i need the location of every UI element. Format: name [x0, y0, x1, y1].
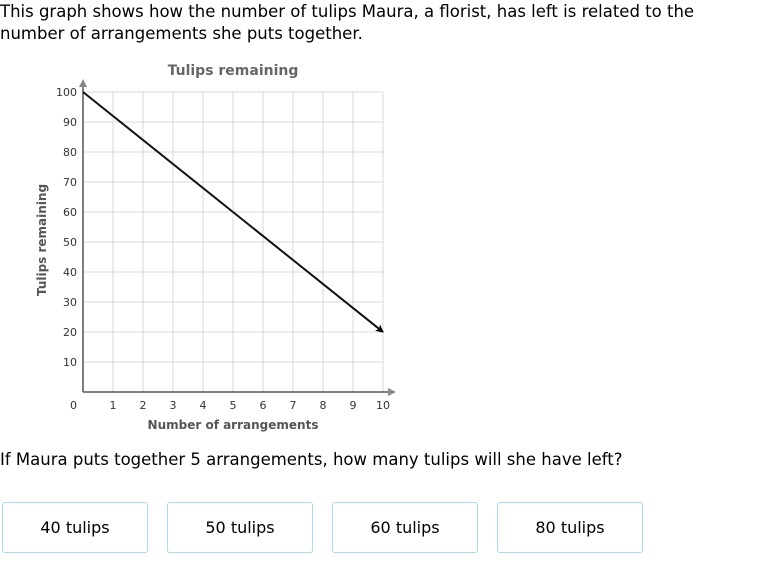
- question-text: If Maura puts together 5 arrangements, h…: [0, 450, 623, 469]
- y-axis-arrow: [79, 79, 87, 87]
- answer-choice-50[interactable]: 50 tulips: [167, 502, 313, 553]
- y-tick-label: 100: [56, 86, 77, 99]
- x-tick-label: 3: [170, 399, 177, 412]
- x-tick-label: 7: [290, 399, 297, 412]
- x-tick-label: 5: [230, 399, 237, 412]
- x-tick-label: 10: [376, 399, 390, 412]
- y-tick-label: 90: [63, 116, 77, 129]
- answer-choice-60[interactable]: 60 tulips: [332, 502, 478, 553]
- x-tick-label: 2: [140, 399, 147, 412]
- y-tick-label: 70: [63, 176, 77, 189]
- x-tick-label: 1: [110, 399, 117, 412]
- y-axis-label: Tulips remaining: [35, 184, 49, 296]
- chart-title: Tulips remaining: [168, 63, 299, 79]
- x-tick-label: 9: [350, 399, 357, 412]
- y-tick-label: 60: [63, 206, 77, 219]
- tulips-chart: 1 2 3 4 5 6 7 8 9 10 10 20 30 40 50 60 70 80 90 100 0 Tulips…: [35, 63, 396, 432]
- series-line: [82, 91, 384, 333]
- x-tick-label: 6: [260, 399, 267, 412]
- answer-choice-40[interactable]: 40 tulips: [2, 502, 148, 553]
- origin-label: 0: [70, 399, 77, 412]
- y-tick-label: 40: [63, 266, 77, 279]
- answer-choice-80[interactable]: 80 tulips: [497, 502, 643, 553]
- x-tick-label: 8: [320, 399, 327, 412]
- y-tick-label: 30: [63, 296, 77, 309]
- y-tick-label: 20: [63, 326, 77, 339]
- problem-intro: This graph shows how the number of tulip…: [0, 2, 695, 43]
- y-tick-label: 10: [63, 356, 77, 369]
- x-axis-arrow: [388, 388, 396, 396]
- x-tick-label: 4: [200, 399, 207, 412]
- y-tick-label: 50: [63, 236, 77, 249]
- y-tick-label: 80: [63, 146, 77, 159]
- x-axis-label: Number of arrangements: [148, 418, 319, 432]
